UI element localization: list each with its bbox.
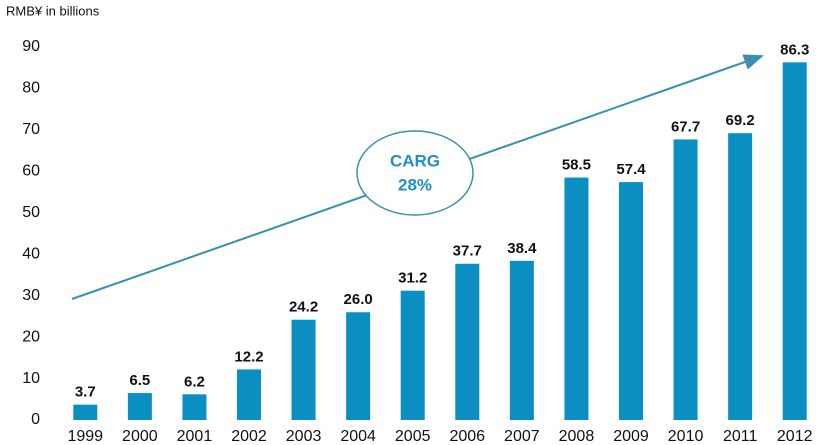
data-label: 57.4: [616, 161, 646, 178]
y-tick-label: 60: [22, 163, 40, 180]
data-label: 3.7: [75, 384, 96, 401]
data-label: 58.5: [562, 157, 591, 174]
annotation: 28%: [398, 175, 432, 194]
y-tick-label: 50: [22, 204, 40, 221]
y-tick-label: 90: [22, 38, 40, 55]
bar: [73, 404, 98, 420]
x-tick-label: 2009: [613, 428, 649, 445]
data-label: 67.7: [671, 118, 700, 135]
x-tick-label: 2002: [231, 428, 267, 445]
bar: [182, 394, 207, 420]
bar: [673, 139, 698, 420]
bar: [237, 369, 261, 420]
bar: [400, 290, 425, 420]
data-label: 12.2: [234, 348, 263, 365]
x-tick-label: 2004: [340, 428, 376, 445]
x-tick-label: 2010: [668, 428, 704, 445]
x-tick-label: 2003: [286, 428, 322, 445]
data-label: 24.2: [289, 299, 318, 316]
x-tick-label: 2007: [504, 428, 540, 445]
data-label: 31.2: [398, 270, 427, 287]
bar: [619, 182, 643, 420]
bar: [782, 62, 807, 421]
data-label: 26.0: [344, 291, 373, 308]
bar: [728, 133, 753, 420]
annotation-ellipse: [356, 130, 474, 216]
y-tick-label: 80: [22, 80, 40, 97]
x-tick-label: 2008: [559, 428, 595, 445]
data-label: 6.2: [184, 373, 205, 390]
bar: [127, 393, 152, 420]
data-label: 38.4: [507, 240, 537, 257]
x-tick-label: 2011: [723, 428, 758, 445]
x-tick-label: 1999: [67, 428, 103, 445]
data-label: 69.2: [726, 112, 755, 129]
y-tick-label: 30: [22, 287, 40, 304]
bar: [291, 319, 316, 420]
data-label: 6.5: [129, 372, 150, 389]
y-tick-label: 10: [22, 370, 40, 387]
y-tick-label: 0: [31, 411, 40, 428]
bar: [564, 177, 589, 420]
x-tick-label: 2006: [449, 428, 485, 445]
y-axis-label: RMB¥ in billions: [6, 3, 100, 18]
data-label: 86.3: [780, 41, 809, 58]
x-tick-label: 2001: [177, 428, 213, 445]
x-tick-label: 2005: [395, 428, 431, 445]
bar: [455, 263, 480, 420]
x-tick-label: 2000: [122, 428, 158, 445]
bar: [509, 260, 534, 420]
y-tick-label: 40: [22, 245, 40, 262]
data-label: 37.7: [453, 243, 482, 260]
x-tick-label: 2012: [777, 428, 813, 445]
y-tick-label: 20: [22, 328, 40, 345]
annotation: CARG: [390, 151, 440, 170]
y-tick-label: 70: [22, 121, 40, 138]
bar: [346, 312, 371, 420]
